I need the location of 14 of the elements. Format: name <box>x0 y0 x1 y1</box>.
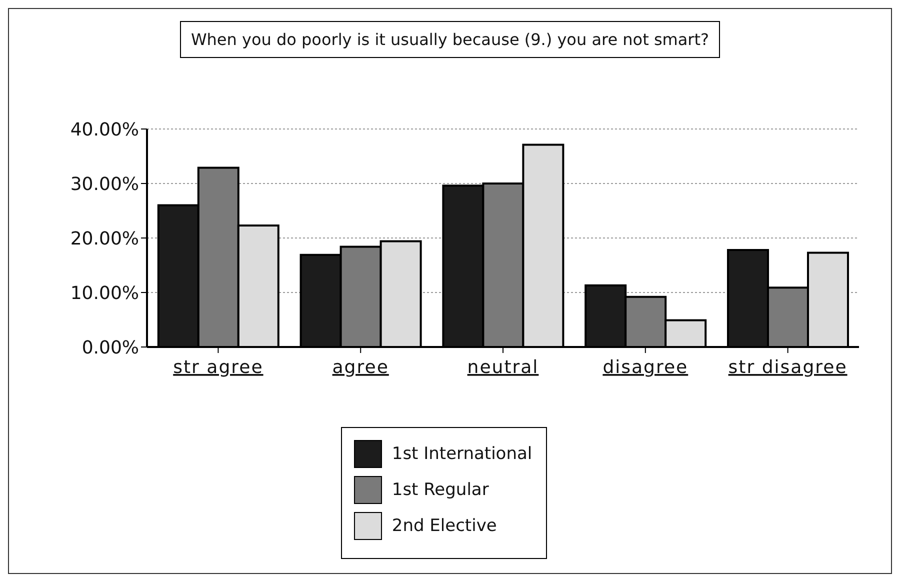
x-tick-label: str disagree <box>728 357 848 378</box>
y-tick-label: 40.00% <box>70 119 139 140</box>
x-tick-label: str agree <box>173 357 264 378</box>
x-tick-label: disagree <box>602 357 688 378</box>
chart-title: When you do poorly is it usually because (9.) you are not smart? <box>180 21 720 58</box>
y-tick-label: 20.00% <box>70 228 139 250</box>
y-tick-label: 0.00% <box>82 337 139 358</box>
legend-label: 1st International <box>392 444 532 464</box>
legend-label: 2nd Elective <box>392 516 497 536</box>
x-tick-label: neutral <box>467 357 539 378</box>
legend-label: 1st Regular <box>392 480 489 500</box>
y-tick-label: 30.00% <box>70 174 139 195</box>
x-tick-label: agree <box>332 357 389 378</box>
y-tick-label: 10.00% <box>70 282 139 304</box>
